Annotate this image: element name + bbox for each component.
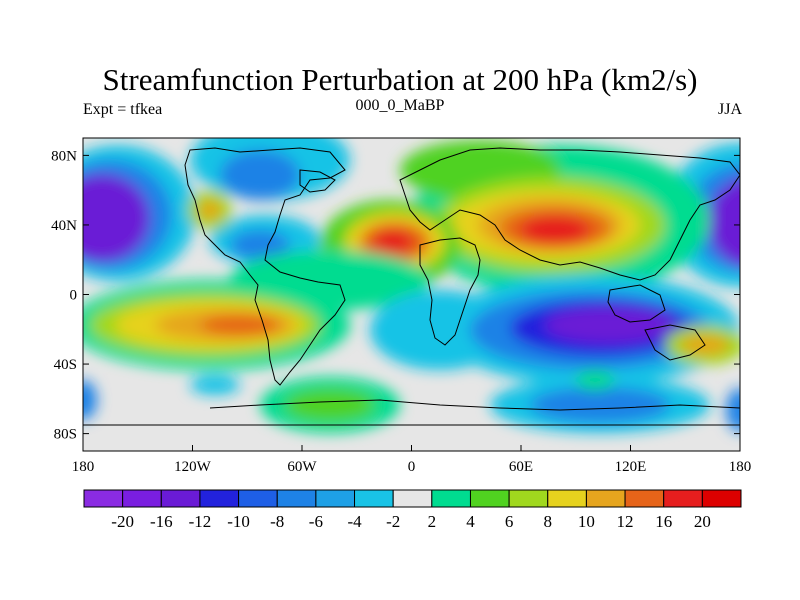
colorbar-swatch <box>392 489 433 508</box>
colorbar-swatch <box>122 489 162 508</box>
streamfunction-field <box>83 138 740 451</box>
x-tick-label: 120E <box>615 459 647 475</box>
colorbar-swatch <box>469 489 510 508</box>
x-tick-label: 60E <box>509 459 533 475</box>
colorbar-swatch <box>276 489 317 508</box>
colorbar-swatch <box>663 489 703 508</box>
colorbar-swatch <box>315 489 356 508</box>
colorbar-label: -2 <box>386 512 400 531</box>
colorbar-swatch <box>199 489 240 508</box>
colorbar-label: 2 <box>428 512 437 531</box>
y-tick-label: 80S <box>54 427 77 443</box>
colorbar-label: -12 <box>189 512 212 531</box>
colorbar-swatch <box>547 489 587 508</box>
coastlines <box>83 147 740 426</box>
y-tick-label: 80N <box>51 148 77 164</box>
colorbar-label: -6 <box>309 512 323 531</box>
colorbar-label: 12 <box>617 512 634 531</box>
y-tick-label: 0 <box>70 288 78 304</box>
colorbar-label: 8 <box>544 512 553 531</box>
colorbar-label: -10 <box>227 512 250 531</box>
colorbar-swatch <box>160 489 201 508</box>
colorbar-label: 6 <box>505 512 514 531</box>
y-tick-label: 40N <box>51 218 77 234</box>
colorbar-label: 16 <box>655 512 672 531</box>
colorbar-label: -20 <box>111 512 134 531</box>
colorbar-swatch <box>431 489 471 508</box>
chart-title: Streamfunction Perturbation at 200 hPa (… <box>102 62 698 97</box>
colorbar-label: 4 <box>466 512 475 531</box>
x-tick-label: 180 <box>729 459 752 475</box>
colorbar-label: 10 <box>578 512 595 531</box>
colorbar-swatch <box>238 489 278 508</box>
colorbar-swatch <box>354 489 394 508</box>
colorbar-label: -8 <box>270 512 284 531</box>
y-tick-label: 40S <box>54 357 77 373</box>
x-tick-label: 180 <box>72 459 95 475</box>
colorbar-swatch <box>624 489 665 508</box>
longitude-axis: 180 120W 60W 0 60E 120E 180 <box>72 445 752 475</box>
experiment-label: Expt = tfkea <box>83 101 163 118</box>
colorbar-label: 20 <box>694 512 711 531</box>
time-label: 000_0_MaBP <box>355 97 445 114</box>
colorbar-label: -4 <box>347 512 362 531</box>
x-tick-label: 60W <box>287 459 317 475</box>
colorbar-swatch <box>701 489 742 508</box>
latitude-axis: 80N 40N 0 40S 80S <box>51 148 740 443</box>
colorbar: -20 -16 -12 -10 -8 -6 -4 -2 2 4 6 8 10 12 16 20 <box>83 489 742 531</box>
x-tick-label: 0 <box>408 459 416 475</box>
colorbar-swatch <box>508 489 549 508</box>
colorbar-swatch <box>585 489 626 508</box>
colorbar-label: -16 <box>150 512 173 531</box>
colorbar-swatch <box>83 489 124 508</box>
season-label: JJA <box>717 101 742 118</box>
x-tick-label: 120W <box>174 459 212 475</box>
